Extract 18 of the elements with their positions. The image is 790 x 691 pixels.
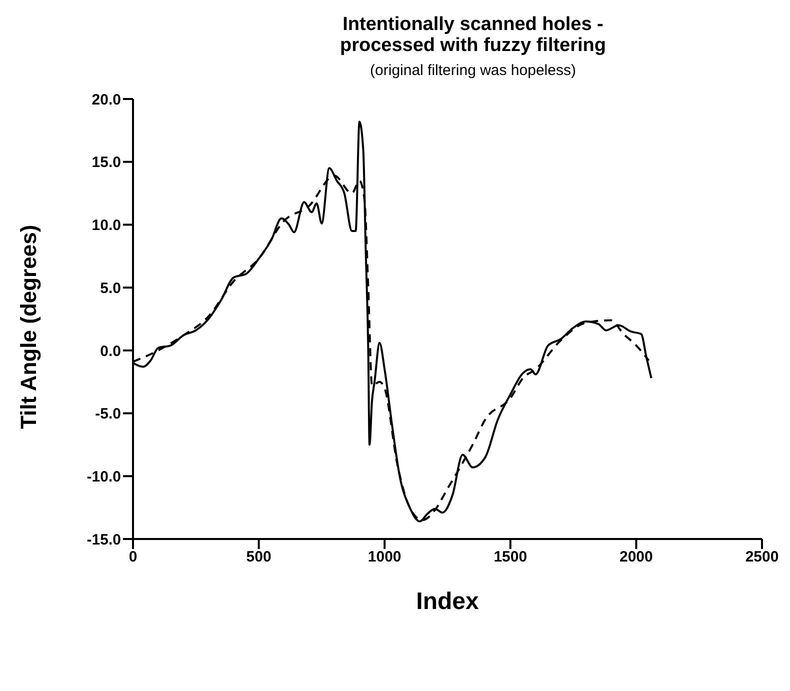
y-tick-label: 5.0 <box>100 280 121 297</box>
y-tick-label: -15.0 <box>86 531 121 548</box>
y-tick-label: -5.0 <box>95 406 121 423</box>
y-tick-label: 15.0 <box>92 154 121 172</box>
x-tick-label: 2000 <box>620 548 653 566</box>
chart-title: Intentionally scanned holes - processed with fuzzy filtering <box>338 14 608 56</box>
x-axis-title: Index <box>416 588 480 615</box>
y-tick-label: 0.0 <box>100 342 121 360</box>
y-axis-title: Tilt Angle (degrees) <box>16 224 41 429</box>
x-tick-label: 1000 <box>368 548 402 566</box>
chart-subtitle: (original filtering was hopeless) <box>369 62 577 79</box>
y-tick-label: 10.0 <box>92 217 121 234</box>
x-tick-label: 500 <box>246 548 272 566</box>
y-tick-label: -10.0 <box>86 468 121 486</box>
x-tick-label: 2500 <box>745 548 779 566</box>
x-tick-label: 0 <box>128 548 138 566</box>
x-tick-label: 1500 <box>494 548 528 566</box>
y-tick-label: 20.0 <box>92 91 121 108</box>
